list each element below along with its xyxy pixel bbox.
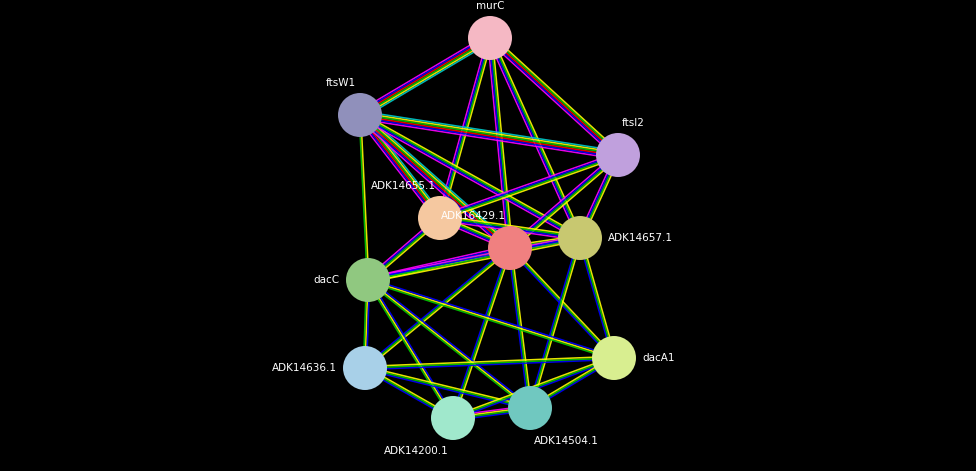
Circle shape [468, 16, 512, 60]
Circle shape [418, 196, 462, 240]
Circle shape [338, 93, 382, 137]
Text: ftsW1: ftsW1 [326, 78, 356, 88]
Circle shape [431, 396, 475, 440]
Text: ftsI2: ftsI2 [622, 118, 645, 128]
Text: ADK14655.1: ADK14655.1 [371, 181, 436, 191]
Text: ADK14504.1: ADK14504.1 [534, 436, 599, 446]
Text: ADK14200.1: ADK14200.1 [385, 446, 449, 456]
Text: ADK14636.1: ADK14636.1 [272, 363, 337, 373]
Text: dacC: dacC [314, 275, 340, 285]
Circle shape [558, 216, 602, 260]
Text: murC: murC [475, 1, 505, 11]
Text: ADK16429.1: ADK16429.1 [441, 211, 506, 221]
Circle shape [596, 133, 640, 177]
Circle shape [488, 226, 532, 270]
Text: dacA1: dacA1 [642, 353, 674, 363]
Circle shape [592, 336, 636, 380]
Circle shape [343, 346, 387, 390]
Circle shape [508, 386, 552, 430]
Text: ADK14657.1: ADK14657.1 [608, 233, 673, 243]
Circle shape [346, 258, 390, 302]
